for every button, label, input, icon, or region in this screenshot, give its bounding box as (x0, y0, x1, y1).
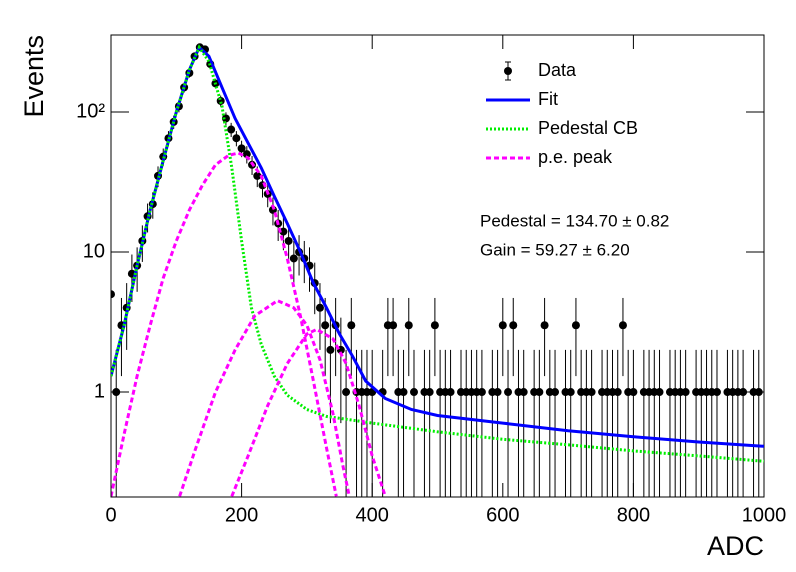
data-point (284, 236, 293, 245)
data-point (289, 254, 298, 263)
data-point (477, 388, 486, 397)
data-point (389, 321, 398, 330)
data-point (629, 388, 638, 397)
data-point (409, 388, 418, 397)
y-tick-label: 10 (83, 240, 105, 262)
data-point (498, 321, 507, 330)
data-point (425, 388, 434, 397)
data-point (326, 345, 335, 354)
data-point (430, 321, 439, 330)
data-point (587, 388, 596, 397)
data-point (655, 388, 664, 397)
data-point (315, 303, 324, 312)
data-point (399, 388, 408, 397)
plot-area (111, 43, 764, 497)
data-point (571, 321, 580, 330)
data-point (613, 388, 622, 397)
data-point (347, 321, 356, 330)
data-point (342, 388, 351, 397)
x-tick-label: 1000 (742, 504, 787, 526)
annotation: Pedestal = 134.70 ± 0.82 (480, 211, 669, 230)
pe-peak-curve (111, 151, 338, 497)
y-tick-label: 10² (76, 100, 105, 122)
data-point (535, 388, 544, 397)
legend-label: Data (538, 60, 577, 80)
fit-curve (111, 44, 764, 448)
data-point (519, 388, 528, 397)
plot-frame (110, 34, 765, 498)
x-tick-label: 200 (225, 504, 258, 526)
legend-marker (504, 67, 512, 75)
x-axis-title: ADC (707, 531, 764, 561)
data-point (321, 321, 330, 330)
data-point (404, 321, 413, 330)
data-point (111, 290, 115, 299)
y-tick-label: 1 (94, 380, 105, 402)
data-point (618, 321, 627, 330)
data-point (509, 321, 518, 330)
data-point (712, 388, 721, 397)
data-point (493, 388, 502, 397)
x-tick-label: 400 (356, 504, 389, 526)
pe-peak-curve (178, 298, 351, 497)
x-tick-label: 0 (105, 504, 116, 526)
data-point (540, 321, 549, 330)
data-point (227, 125, 236, 134)
data-point (253, 171, 262, 180)
data-point (279, 227, 288, 236)
pe-peak-curve (230, 327, 387, 497)
y-axis-title: Events (19, 35, 49, 118)
annotation: Gain = 59.27 ± 6.20 (480, 240, 630, 259)
data-point (221, 114, 230, 123)
data-point (739, 388, 748, 397)
data-point (446, 388, 455, 397)
data-point (237, 144, 246, 153)
legend-label: p.e. peak (538, 147, 613, 167)
x-tick-label: 800 (617, 504, 650, 526)
data-point (232, 134, 241, 143)
legend-label: Pedestal CB (538, 118, 638, 138)
legend-label: Fit (538, 89, 558, 109)
fit-curve (111, 44, 764, 463)
x-tick-label: 600 (486, 504, 519, 526)
data-point (681, 388, 690, 397)
data-point (566, 388, 575, 397)
data-point (551, 388, 560, 397)
data-point (504, 388, 513, 397)
data-point (242, 150, 251, 159)
